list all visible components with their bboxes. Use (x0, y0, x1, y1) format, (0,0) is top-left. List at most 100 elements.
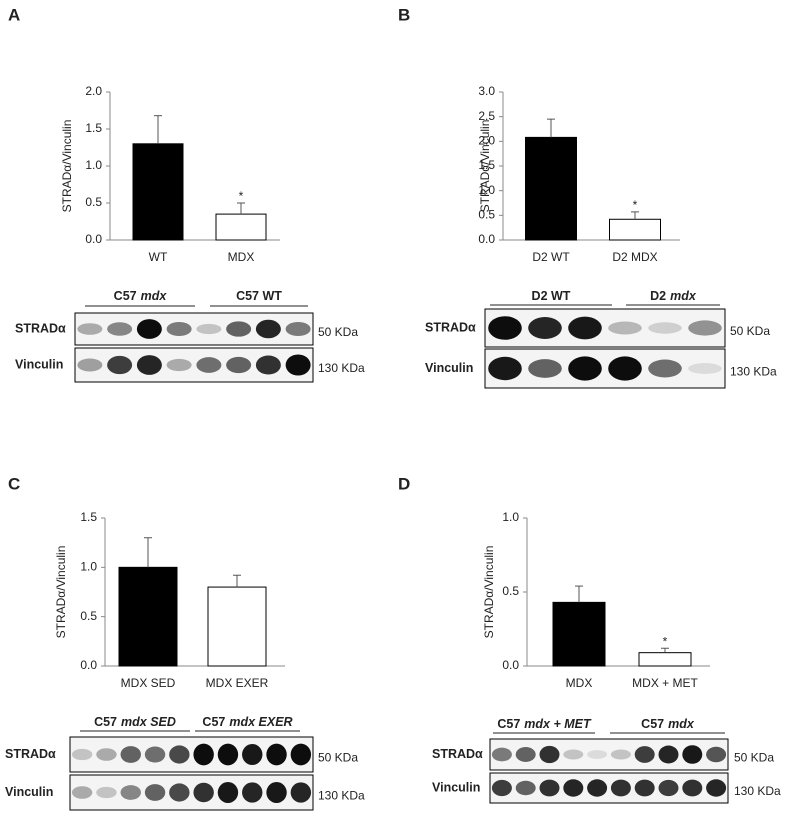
band (285, 354, 311, 376)
significance: * (239, 189, 244, 203)
band (563, 779, 584, 797)
group-text: C57 (114, 289, 137, 303)
group-text: D2 (650, 289, 666, 303)
row-label: Vinculin (5, 785, 53, 799)
band (226, 356, 252, 374)
band (166, 358, 192, 372)
band (144, 784, 166, 801)
group-text: D2 WT (532, 289, 571, 303)
x-tick-label: MDX + MET (632, 676, 698, 690)
row-label: STRADα (15, 321, 66, 335)
y-tick-label: 0.0 (478, 232, 495, 246)
y-axis-label: STRADα/Vinculin (482, 546, 496, 639)
y-tick-label: 1.0 (478, 183, 495, 197)
band (682, 779, 703, 797)
band (290, 743, 312, 766)
group-label: D2 mdx (650, 289, 697, 303)
band (169, 783, 190, 802)
bar (132, 143, 184, 241)
x-tick-label: MDX EXER (206, 676, 269, 690)
y-tick-label: 1.5 (478, 158, 495, 172)
band (491, 779, 512, 797)
band (515, 780, 536, 796)
x-tick-label: WT (149, 250, 168, 264)
band (285, 321, 311, 337)
group-italic: mdx EXER (229, 715, 292, 729)
group-italic: mdx + MET (524, 717, 592, 731)
size-label: 130 KDa (734, 784, 781, 798)
band (587, 779, 608, 797)
band (266, 782, 287, 803)
band (255, 319, 281, 339)
band (107, 322, 133, 336)
bar (609, 218, 661, 241)
y-tick-label: 0.0 (502, 658, 519, 672)
band (120, 785, 141, 800)
size-label: 50 KDa (730, 324, 770, 338)
band (528, 359, 562, 378)
y-tick-label: 0.0 (85, 232, 102, 246)
group-label: C57 mdx (114, 289, 168, 303)
band (648, 322, 682, 334)
y-tick-label: 2.0 (478, 134, 495, 148)
y-axis-label: STRADα/Vinculin (478, 120, 492, 213)
x-tick-label: D2 WT (532, 250, 570, 264)
y-tick-label: 1.5 (80, 510, 97, 524)
y-tick-label: 0.5 (80, 609, 97, 623)
size-label: 130 KDa (730, 365, 777, 379)
group-text: C57 (497, 717, 520, 731)
band (688, 320, 722, 336)
band (290, 782, 312, 803)
group-label: D2 WT (532, 289, 571, 303)
band (77, 358, 103, 372)
band (166, 321, 192, 337)
band (242, 744, 263, 765)
band (136, 319, 162, 339)
bar (207, 586, 267, 667)
band (608, 356, 642, 381)
size-label: 50 KDa (734, 751, 774, 765)
band (706, 779, 727, 797)
band (658, 779, 679, 797)
group-label: C57 WT (236, 289, 282, 303)
band (491, 747, 512, 762)
band (71, 786, 93, 799)
band (96, 748, 117, 761)
y-tick-label: 0.5 (502, 584, 519, 598)
band (242, 782, 263, 803)
band (610, 779, 631, 797)
bar (552, 601, 606, 667)
band (515, 747, 536, 762)
band (217, 743, 239, 766)
group-italic: mdx (141, 289, 168, 303)
group-label: C57 mdx + MET (497, 717, 592, 731)
band (255, 355, 281, 375)
band (193, 782, 214, 803)
group-label: C57 mdx SED (94, 715, 176, 729)
band (539, 779, 560, 797)
group-italic: mdx SED (121, 715, 176, 729)
row-label: Vinculin (15, 357, 63, 371)
group-text: C57 WT (236, 289, 282, 303)
y-tick-label: 3.0 (478, 84, 495, 98)
blot-strip (484, 308, 726, 348)
band (196, 323, 222, 335)
bar (118, 566, 178, 667)
panel-label: C (8, 474, 20, 493)
y-tick-label: 0.5 (478, 208, 495, 222)
panel-label: D (398, 474, 410, 493)
x-tick-label: MDX (228, 250, 255, 264)
y-axis-label: STRADα/Vinculin (60, 120, 74, 213)
band (488, 356, 522, 381)
band (634, 779, 655, 797)
blot-strip (484, 348, 726, 389)
panel-label: B (398, 5, 410, 24)
band (96, 786, 117, 799)
size-label: 130 KDa (318, 789, 365, 803)
band (568, 356, 602, 381)
y-tick-label: 1.0 (85, 158, 102, 172)
panel-label: A (8, 5, 20, 24)
band (226, 321, 252, 337)
band (648, 359, 682, 378)
